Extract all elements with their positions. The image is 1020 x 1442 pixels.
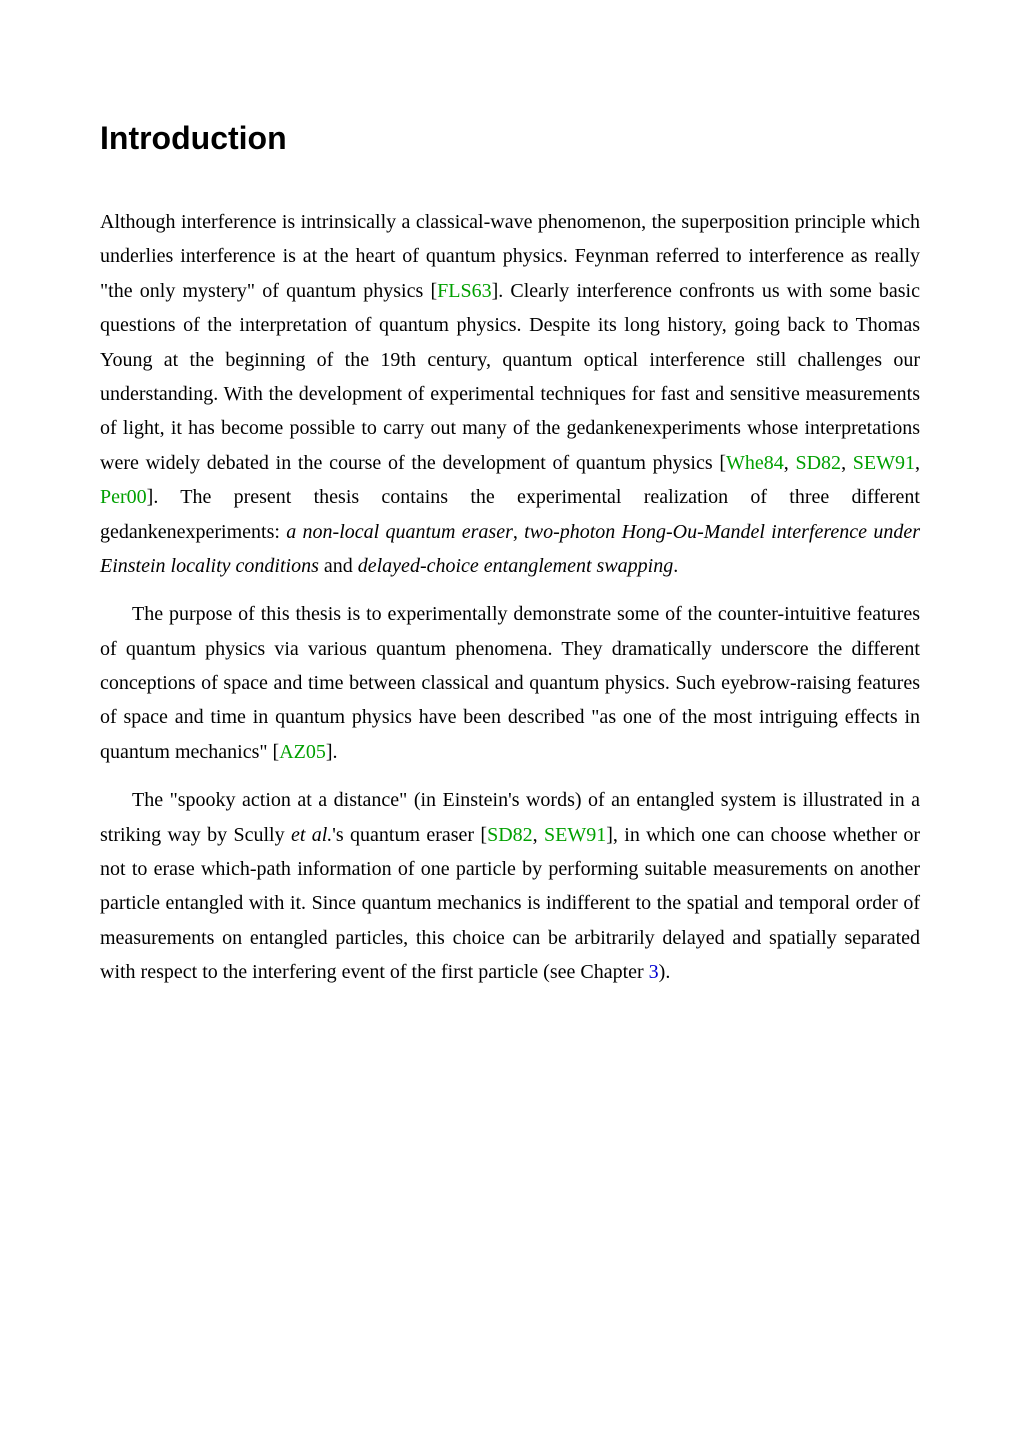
- body-text: ]. Clearly interference confronts us wit…: [100, 280, 920, 474]
- body-text: ,: [513, 521, 524, 543]
- body-text: ,: [915, 452, 920, 474]
- citation-fls63[interactable]: FLS63: [437, 280, 491, 302]
- citation-whe84[interactable]: Whe84: [726, 452, 784, 474]
- body-text: ,: [841, 452, 853, 474]
- body-text: .: [673, 555, 678, 577]
- body-text: 's quantum eraser [: [332, 824, 487, 846]
- citation-sd82[interactable]: SD82: [487, 824, 533, 846]
- paragraph-1: Although interference is intrinsically a…: [100, 205, 920, 583]
- body-text: ).: [659, 961, 671, 983]
- body-text: ,: [784, 452, 796, 474]
- section-title: Introduction: [100, 120, 920, 157]
- italic-term: et al.: [291, 824, 332, 846]
- paragraph-3: The "spooky action at a distance" (in Ei…: [100, 783, 920, 989]
- citation-az05[interactable]: AZ05: [279, 741, 326, 763]
- italic-term: a non-local quantum eraser: [286, 521, 513, 543]
- body-text: ].: [326, 741, 338, 763]
- citation-sd82[interactable]: SD82: [795, 452, 841, 474]
- chapter-ref-3[interactable]: 3: [649, 961, 659, 983]
- citation-sew91[interactable]: SEW91: [853, 452, 915, 474]
- body-text: The purpose of this thesis is to experim…: [100, 603, 920, 763]
- body-text: and: [319, 555, 358, 577]
- italic-term: delayed-choice entanglement swapping: [358, 555, 673, 577]
- citation-sew91[interactable]: SEW91: [544, 824, 606, 846]
- citation-per00[interactable]: Per00: [100, 486, 147, 508]
- body-text: ], in which one can choose whether or no…: [100, 824, 920, 984]
- paragraph-2: The purpose of this thesis is to experim…: [100, 597, 920, 769]
- body-text: ,: [533, 824, 544, 846]
